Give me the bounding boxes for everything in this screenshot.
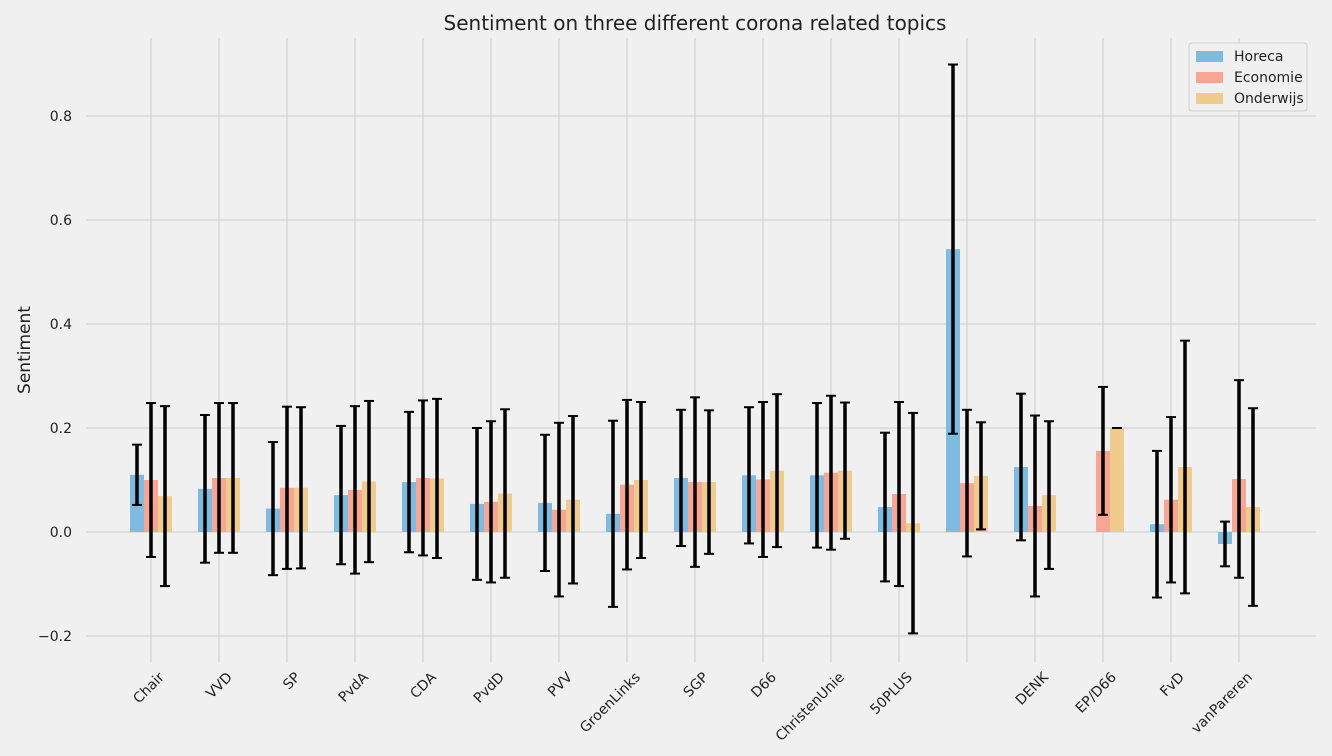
legend-label: Horeca [1234,49,1283,65]
y-tick-label: 0.2 [50,421,72,437]
error-bar [1234,379,1244,579]
error-bar [622,398,632,571]
x-tick-label: VVD [203,670,235,702]
error-bar [826,394,836,551]
legend-swatch [1196,51,1223,62]
error-bar [976,421,986,531]
y-tick-label: −0.2 [38,629,72,645]
legend-swatch [1196,72,1223,83]
error-bar [840,401,850,540]
x-tick-label: PvdA [336,669,372,705]
error-bar [214,402,224,554]
legend-label: Economie [1234,70,1303,86]
y-tick-labels: −0.2 0.0 0.2 0.4 0.6 0.8 [38,109,72,645]
error-bar [1152,449,1162,599]
x-tick-label: SP [280,670,304,694]
error-bar [744,406,754,545]
error-bar [350,405,360,575]
x-tick-label: D66 [748,669,780,701]
error-bar [1044,420,1054,570]
error-bar [296,406,306,570]
error-bar [962,408,972,558]
error-bar [228,402,238,554]
y-tick-label: 0.0 [50,525,72,541]
error-bar [636,401,646,559]
x-tick-label: DENK [1013,669,1053,709]
error-bar [1220,520,1230,568]
error-bar [1248,407,1258,607]
error-bar [690,396,700,568]
error-bar [894,401,904,588]
y-tick-label: 0.8 [50,109,72,125]
error-bar [880,431,890,583]
x-tick-labels: Chair VVD SP PvdA CDA PvdD PVV GroenLinks SGP D66… [130,669,1255,745]
error-bar [336,424,346,566]
error-bar [812,402,822,549]
error-bar [268,441,278,577]
error-bar [1030,414,1040,598]
error-bar [676,408,686,548]
error-bar [160,405,170,588]
error-bar [404,410,414,554]
x-tick-label: GroenLinks [577,670,644,737]
y-axis-label: Sentiment [15,306,35,394]
error-bar [554,421,564,598]
x-tick-label: EP/D66 [1073,669,1120,716]
error-bar [540,433,550,572]
x-tick-label: FvD [1157,670,1187,700]
x-tick-label: ChristenUnie [773,670,848,745]
legend: Horeca Economie Onderwijs [1188,42,1308,112]
chart-title: Sentiment on three different corona rela… [444,11,947,35]
error-bar [772,393,782,549]
legend-swatch [1196,93,1223,104]
x-tick-label: CDA [407,669,440,702]
error-bar [908,411,918,635]
error-bar [1166,416,1176,584]
error-bar [758,401,768,558]
error-bar [364,399,374,564]
error-bar [418,399,428,557]
error-bar [200,414,210,564]
x-tick-label: PvdD [471,670,508,707]
error-bars [132,63,1258,635]
legend-label: Onderwijs [1234,91,1304,107]
error-bar [472,427,482,581]
error-bar [704,409,714,555]
error-bar [500,408,510,579]
x-tick-label: SGP [681,670,712,701]
error-bar [948,63,958,435]
error-bar [608,419,618,608]
error-bar [1016,392,1026,542]
bar [1110,428,1124,532]
error-bar [146,402,156,558]
x-tick-label: Chair [130,669,168,707]
x-tick-label: vanPareren [1189,670,1256,737]
error-bar [1098,385,1108,516]
plot-background [86,38,1316,662]
error-bar [132,443,142,506]
x-tick-label: 50PLUS [867,669,916,718]
y-tick-label: 0.4 [50,317,72,333]
error-bar [486,420,496,584]
error-bar [1180,339,1190,595]
y-tick-label: 0.6 [50,213,72,229]
x-tick-label: PVV [545,669,576,700]
error-bar [568,415,578,585]
error-bar [282,405,292,570]
error-bar [432,397,442,559]
